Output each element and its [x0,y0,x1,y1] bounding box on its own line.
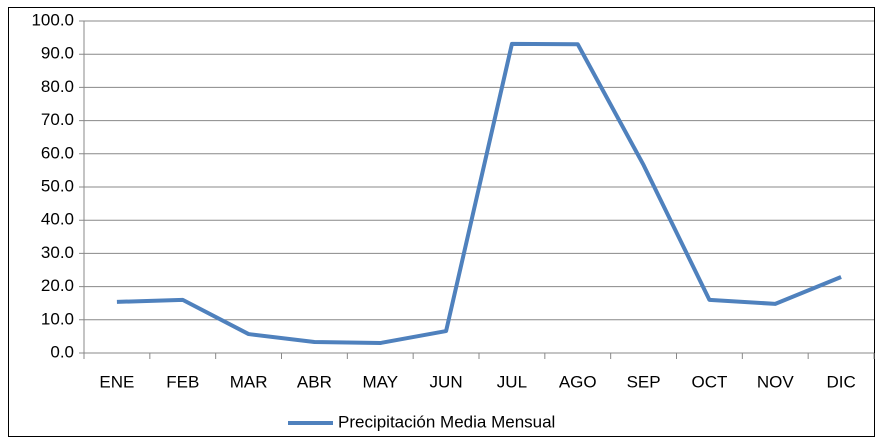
x-tick-label: OCT [691,372,727,391]
x-tick-label: NOV [757,372,795,391]
x-tick-label: JUN [430,372,463,391]
y-tick-label: 80.0 [41,77,74,96]
x-tick-label: SEP [627,372,661,391]
y-tick-label: 70.0 [41,110,74,129]
chart-frame [8,7,875,437]
y-tick-label: 90.0 [41,44,74,63]
y-tick-label: 60.0 [41,143,74,162]
y-tick-label: 20.0 [41,276,74,295]
x-tick-label: FEB [166,372,199,391]
x-tick-label: JUL [497,372,527,391]
x-tick-label: DIC [826,372,855,391]
y-tick-label: 40.0 [41,210,74,229]
y-tick-label: 50.0 [41,176,74,195]
x-tick-label: MAR [230,372,268,391]
legend-label: Precipitación Media Mensual [338,412,555,431]
y-tick-label: 30.0 [41,243,74,262]
y-tick-label: 100.0 [31,10,74,29]
y-tick-label: 0.0 [50,342,74,361]
data-line [116,41,842,346]
y-tick-label: 10.0 [41,309,74,328]
x-tick-label: ABR [297,372,332,391]
x-tick-label: ENE [99,372,134,391]
x-tick-label: MAY [362,372,398,391]
x-tick-label: AGO [559,372,597,391]
